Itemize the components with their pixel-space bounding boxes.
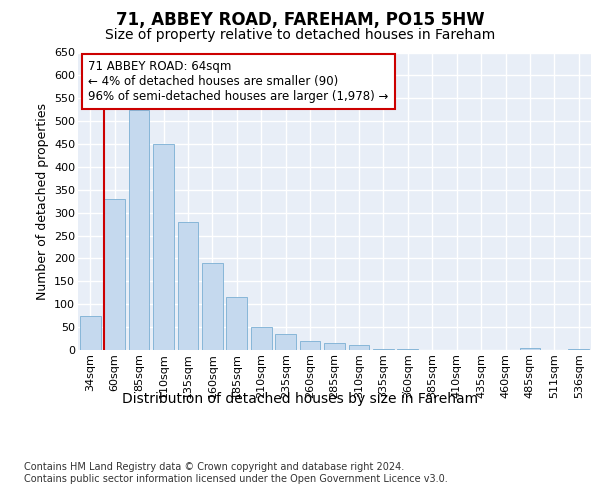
Bar (349, 346, 370, 350)
Text: 71, ABBEY ROAD, FAREHAM, PO15 5HW: 71, ABBEY ROAD, FAREHAM, PO15 5HW (116, 11, 484, 29)
Bar (251, 327, 272, 350)
Bar (178, 222, 199, 350)
Text: Distribution of detached houses by size in Fareham: Distribution of detached houses by size … (122, 392, 478, 406)
Bar (373, 348, 394, 350)
Bar (226, 298, 247, 350)
Y-axis label: Number of detached properties: Number of detached properties (35, 103, 49, 300)
Bar (324, 343, 345, 350)
Bar (153, 144, 174, 350)
Text: Contains HM Land Registry data © Crown copyright and database right 2024.
Contai: Contains HM Land Registry data © Crown c… (24, 462, 448, 484)
Bar (128, 110, 149, 350)
Bar (80, 316, 101, 350)
Bar (104, 199, 125, 350)
Bar (275, 334, 296, 350)
Bar (299, 341, 320, 350)
Bar (520, 348, 541, 350)
Text: Size of property relative to detached houses in Fareham: Size of property relative to detached ho… (105, 28, 495, 42)
Bar (397, 349, 418, 350)
Bar (202, 263, 223, 350)
Bar (568, 348, 589, 350)
Text: 71 ABBEY ROAD: 64sqm
← 4% of detached houses are smaller (90)
96% of semi-detach: 71 ABBEY ROAD: 64sqm ← 4% of detached ho… (88, 60, 389, 103)
